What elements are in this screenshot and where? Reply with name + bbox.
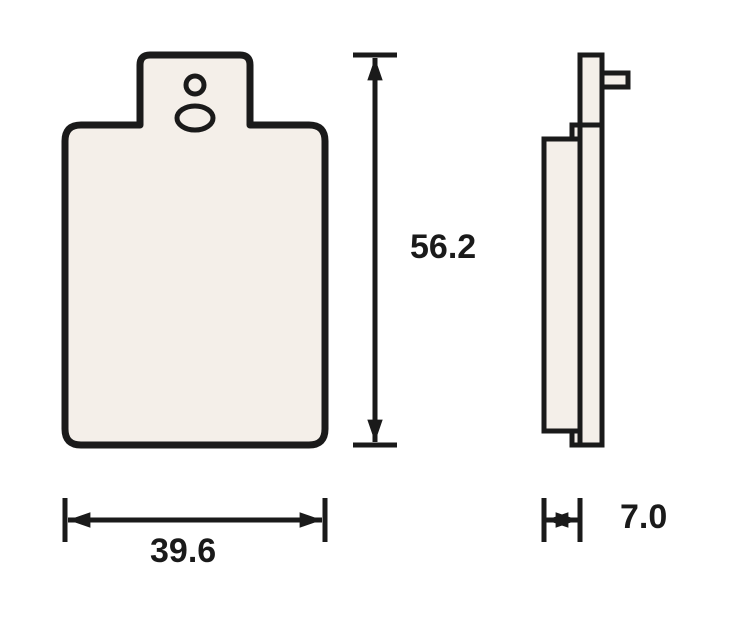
dim-height-arrow	[367, 58, 382, 442]
dim-thick-arrow	[546, 512, 578, 527]
dimension-height-label: 56.2	[410, 228, 476, 267]
side-flange-bottom	[572, 431, 580, 445]
dimension-width-label: 39.6	[150, 532, 216, 571]
dimension-thickness-label: 7.0	[620, 498, 667, 537]
side-pin	[602, 73, 628, 87]
side-flange-top	[572, 125, 580, 139]
side-pad	[544, 139, 580, 431]
dim-width-arrow	[68, 512, 322, 527]
side-backing-plate	[580, 55, 602, 445]
front-outline	[65, 55, 325, 445]
